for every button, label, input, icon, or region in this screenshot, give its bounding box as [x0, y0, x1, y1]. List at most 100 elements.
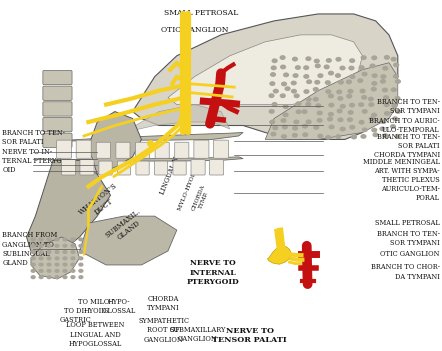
Circle shape: [46, 237, 52, 241]
Circle shape: [305, 97, 312, 102]
Circle shape: [339, 127, 346, 132]
Text: AURICULO-TEM-
PORAL: AURICULO-TEM- PORAL: [381, 185, 440, 202]
Text: CHORDA
TYMP.: CHORDA TYMP.: [191, 184, 211, 214]
Polygon shape: [88, 112, 141, 174]
FancyBboxPatch shape: [191, 160, 205, 175]
Circle shape: [325, 89, 332, 94]
Circle shape: [312, 87, 319, 92]
Circle shape: [282, 112, 289, 117]
Text: OTIC GANGLION: OTIC GANGLION: [380, 251, 440, 258]
Circle shape: [347, 89, 354, 94]
Circle shape: [62, 244, 68, 248]
Text: BRANCH TO TEN-
SOR TYMPANI: BRANCH TO TEN- SOR TYMPANI: [377, 98, 440, 115]
Circle shape: [393, 62, 399, 67]
Circle shape: [348, 66, 354, 71]
FancyBboxPatch shape: [154, 161, 168, 175]
Circle shape: [78, 237, 84, 241]
Circle shape: [390, 124, 396, 129]
Circle shape: [392, 103, 398, 108]
Circle shape: [70, 275, 76, 279]
Circle shape: [357, 78, 363, 83]
Circle shape: [70, 244, 76, 248]
Circle shape: [302, 132, 309, 137]
Circle shape: [70, 250, 76, 254]
Text: LOOP BETWEEN
LINGUAL AND
HYPOGLOSSAL: LOOP BETWEEN LINGUAL AND HYPOGLOSSAL: [66, 322, 124, 348]
Circle shape: [337, 96, 343, 101]
Polygon shape: [133, 14, 398, 139]
Circle shape: [295, 65, 301, 70]
FancyBboxPatch shape: [43, 118, 72, 132]
Circle shape: [292, 133, 298, 138]
Circle shape: [38, 237, 44, 241]
Circle shape: [46, 263, 52, 267]
FancyBboxPatch shape: [135, 142, 149, 158]
Circle shape: [78, 269, 84, 273]
Circle shape: [362, 109, 368, 114]
Circle shape: [338, 80, 344, 85]
Polygon shape: [27, 160, 110, 258]
Circle shape: [368, 97, 374, 101]
FancyBboxPatch shape: [43, 86, 72, 100]
Circle shape: [282, 104, 289, 109]
Circle shape: [351, 134, 357, 139]
Circle shape: [325, 135, 331, 140]
Circle shape: [349, 125, 355, 130]
Circle shape: [62, 269, 68, 273]
Circle shape: [317, 134, 324, 139]
Circle shape: [327, 117, 333, 121]
Circle shape: [382, 87, 388, 92]
Circle shape: [316, 111, 323, 115]
Circle shape: [328, 112, 334, 117]
Circle shape: [328, 125, 335, 130]
Circle shape: [78, 250, 84, 254]
Circle shape: [382, 133, 389, 138]
Circle shape: [30, 263, 36, 267]
Circle shape: [303, 89, 309, 94]
Circle shape: [317, 73, 324, 78]
Circle shape: [271, 58, 278, 63]
Circle shape: [313, 125, 319, 130]
Circle shape: [70, 269, 76, 273]
Circle shape: [30, 237, 36, 241]
Circle shape: [272, 125, 278, 130]
Circle shape: [78, 275, 84, 279]
Circle shape: [62, 250, 68, 254]
Circle shape: [391, 57, 397, 62]
Circle shape: [46, 256, 52, 260]
Circle shape: [281, 134, 287, 139]
Circle shape: [54, 256, 60, 260]
Circle shape: [62, 237, 68, 241]
Circle shape: [392, 116, 398, 121]
FancyBboxPatch shape: [213, 140, 229, 158]
Circle shape: [305, 102, 311, 107]
Circle shape: [360, 134, 366, 139]
Circle shape: [46, 250, 52, 254]
Polygon shape: [168, 35, 362, 105]
Circle shape: [358, 65, 365, 70]
Circle shape: [54, 244, 60, 248]
Circle shape: [30, 244, 36, 248]
Circle shape: [54, 250, 60, 254]
Circle shape: [324, 65, 330, 69]
Circle shape: [269, 81, 275, 86]
Circle shape: [54, 269, 60, 273]
Circle shape: [293, 93, 300, 98]
Polygon shape: [267, 246, 292, 264]
Circle shape: [285, 86, 291, 91]
Circle shape: [394, 96, 400, 101]
Circle shape: [269, 120, 275, 125]
Text: NERVE TO
INTERNAL
PTERYGOID: NERVE TO INTERNAL PTERYGOID: [187, 259, 240, 286]
Text: OTIC GANGLION: OTIC GANGLION: [161, 26, 228, 34]
FancyBboxPatch shape: [96, 142, 110, 158]
Circle shape: [328, 103, 335, 107]
Circle shape: [340, 104, 346, 109]
Circle shape: [293, 73, 299, 78]
Circle shape: [291, 89, 297, 94]
Circle shape: [349, 103, 355, 107]
Polygon shape: [31, 237, 80, 279]
Circle shape: [296, 110, 302, 114]
Text: NERVE TO
TENSOR PALATI: NERVE TO TENSOR PALATI: [213, 327, 287, 344]
FancyBboxPatch shape: [175, 142, 189, 158]
Circle shape: [292, 57, 298, 61]
Text: SUBMAXIL.
GLAND: SUBMAXIL. GLAND: [104, 207, 148, 246]
